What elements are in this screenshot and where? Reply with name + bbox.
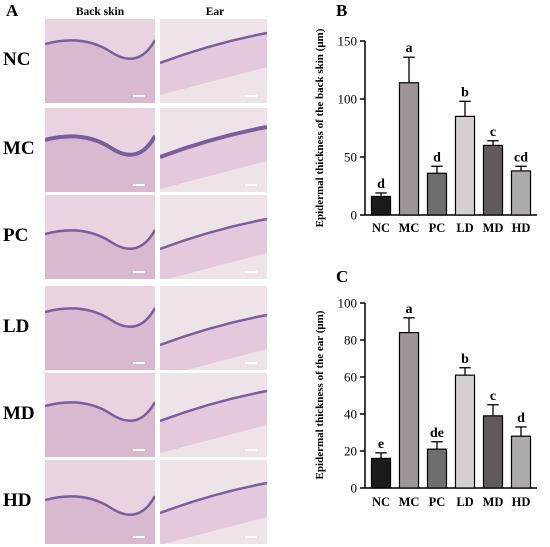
- row-label-ld: LD: [3, 316, 30, 337]
- histology-image-hd-back: [45, 460, 155, 544]
- back-skin-category-label-md: MD: [483, 221, 504, 235]
- histology-image-mc-back: [45, 108, 155, 192]
- back-skin-sig-label-pc: d: [433, 150, 441, 165]
- back-skin-bar-md: [482, 144, 504, 216]
- ear-sig-label-nc: e: [378, 437, 384, 452]
- ear-category-label-pc: PC: [429, 495, 446, 509]
- back-skin-category-label-nc: NC: [372, 221, 390, 235]
- back-skin-category-label-mc: MC: [399, 221, 420, 235]
- ear-category-label-nc: NC: [372, 495, 390, 509]
- row-label-mc: MC: [3, 138, 35, 159]
- ear-y-axis-title: Epidermal thickness of the ear (μm): [314, 310, 326, 479]
- column-header-ear: Ear: [205, 6, 225, 18]
- histology-image-ld-ear: [160, 286, 267, 370]
- back-skin-sig-label-md: c: [490, 125, 496, 140]
- ear-y-tick-label: 40: [344, 407, 357, 422]
- ear-y-tick-label: 60: [344, 370, 357, 385]
- panel-b-letter: B: [336, 1, 348, 20]
- back-skin-bar-ld: [454, 115, 476, 216]
- ear-y-tick-label: 100: [338, 296, 358, 311]
- histology-image-nc-back: [45, 19, 155, 103]
- histology-image-nc-ear: [160, 19, 267, 103]
- ear-y-tick-label: 80: [344, 333, 357, 348]
- histology-image-md-ear: [160, 373, 267, 457]
- ear-y-tick-label: 0: [351, 481, 358, 496]
- back-skin-y-tick-label: 100: [338, 92, 358, 107]
- back-skin-bar-pc: [426, 172, 448, 216]
- ear-sig-label-hd: d: [517, 411, 525, 426]
- histology-image-pc-back: [45, 195, 155, 279]
- ear-category-label-md: MD: [483, 495, 504, 509]
- ear-sig-label-md: c: [490, 389, 496, 404]
- back-skin-sig-label-ld: b: [461, 85, 469, 100]
- back-skin-sig-label-nc: d: [377, 177, 385, 192]
- back-skin-y-tick-label: 50: [344, 150, 357, 165]
- ear-category-label-ld: LD: [456, 495, 473, 509]
- histology-image-md-back: [45, 373, 155, 457]
- back-skin-sig-label-mc: a: [406, 41, 413, 56]
- back-skin-bar-mc: [398, 82, 420, 216]
- ear-bar-hd: [510, 435, 532, 489]
- back-skin-y-tick-label: 150: [338, 34, 358, 49]
- back-skin-category-label-hd: HD: [512, 221, 531, 235]
- row-label-md: MD: [3, 403, 35, 424]
- back-skin-bar-hd: [510, 170, 532, 216]
- ear-bar-mc: [398, 332, 420, 489]
- ear-bar-md: [482, 415, 504, 489]
- column-header-back-skin: Back skin: [75, 6, 125, 18]
- panel-c-letter: C: [336, 267, 349, 286]
- ear-y-tick-label: 20: [344, 444, 357, 459]
- ear-bar-pc: [426, 448, 448, 489]
- panel-a-letter: A: [6, 1, 19, 20]
- row-label-nc: NC: [3, 49, 31, 70]
- ear-sig-label-pc: de: [430, 426, 444, 441]
- back-skin-y-tick-label: 0: [351, 208, 358, 223]
- back-skin-sig-label-hd: cd: [514, 150, 528, 165]
- histology-image-mc-ear: [160, 108, 267, 192]
- row-label-pc: PC: [3, 225, 29, 246]
- row-label-hd: HD: [3, 490, 32, 511]
- back-skin-y-axis-title: Epidermal thickness of the back skin (μm…: [314, 28, 326, 227]
- ear-category-label-mc: MC: [399, 495, 420, 509]
- histology-image-hd-ear: [160, 460, 267, 544]
- ear-category-label-hd: HD: [512, 495, 531, 509]
- ear-bar-nc: [370, 457, 392, 489]
- histology-image-pc-ear: [160, 195, 267, 279]
- back-skin-category-label-ld: LD: [456, 221, 473, 235]
- ear-sig-label-mc: a: [406, 302, 413, 317]
- histology-image-ld-back: [45, 286, 155, 370]
- ear-bar-ld: [454, 374, 476, 489]
- back-skin-category-label-pc: PC: [429, 221, 446, 235]
- ear-sig-label-ld: b: [461, 352, 469, 367]
- back-skin-bar-nc: [370, 195, 392, 216]
